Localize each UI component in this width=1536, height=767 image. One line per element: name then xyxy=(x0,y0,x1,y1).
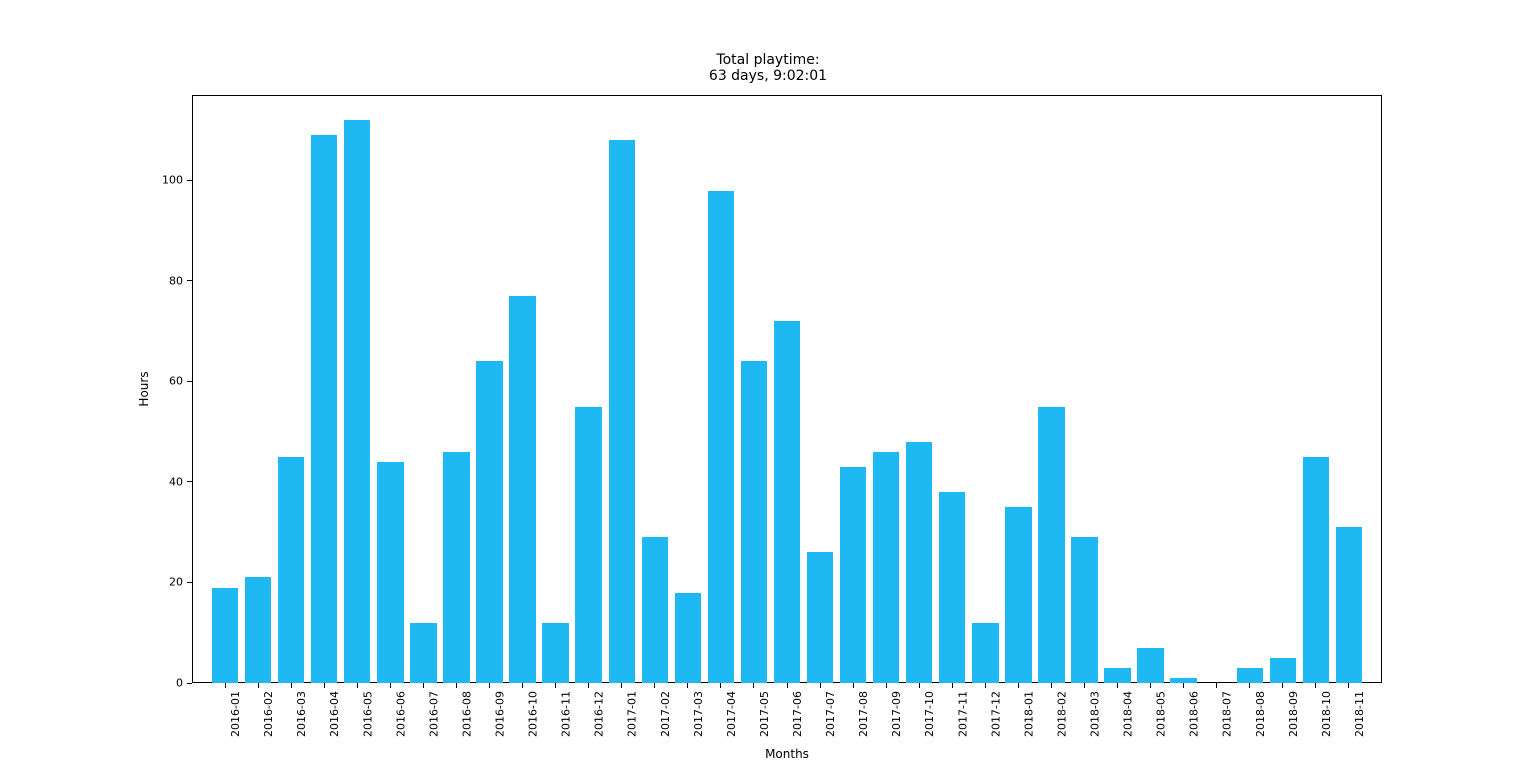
x-tick xyxy=(1282,683,1283,688)
x-tick xyxy=(787,683,788,688)
x-tick xyxy=(1315,683,1316,688)
y-tick xyxy=(187,481,192,482)
bar xyxy=(1303,457,1329,683)
bar xyxy=(311,135,337,683)
playtime-bar-chart: Total playtime:63 days, 9:02:01 0 20 40 60 8… xyxy=(0,0,1536,767)
x-tick xyxy=(1051,683,1052,688)
x-tick xyxy=(1117,683,1118,688)
x-tick xyxy=(555,683,556,688)
y-tick xyxy=(187,381,192,382)
y-tick-label: 60 xyxy=(169,375,183,388)
bar xyxy=(410,623,436,683)
bar xyxy=(443,452,469,683)
bar xyxy=(476,361,502,683)
bar xyxy=(939,492,965,683)
bar xyxy=(708,191,734,684)
bar xyxy=(1005,507,1031,683)
bar xyxy=(972,623,998,683)
bar xyxy=(774,321,800,683)
x-axis-label: Months xyxy=(192,747,1382,761)
x-tick xyxy=(390,683,391,688)
x-tick xyxy=(853,683,854,688)
x-tick xyxy=(1249,683,1250,688)
bar xyxy=(509,296,535,683)
y-tick-label: 0 xyxy=(176,677,183,690)
x-tick xyxy=(1348,683,1349,688)
x-tick xyxy=(654,683,655,688)
x-tick xyxy=(1183,683,1184,688)
bar xyxy=(344,120,370,683)
bar xyxy=(1336,527,1362,683)
x-tick xyxy=(1018,683,1019,688)
bar xyxy=(1038,407,1064,683)
bar xyxy=(542,623,568,683)
bar xyxy=(906,442,932,683)
chart-title: Total playtime:63 days, 9:02:01 xyxy=(0,52,1536,84)
y-tick xyxy=(187,683,192,684)
bar xyxy=(1270,658,1296,683)
bar xyxy=(278,457,304,683)
y-tick-label: 40 xyxy=(169,475,183,488)
plot-area xyxy=(192,95,1382,683)
x-tick xyxy=(357,683,358,688)
x-tick xyxy=(225,683,226,688)
y-tick-label: 80 xyxy=(169,274,183,287)
x-tick xyxy=(886,683,887,688)
bar xyxy=(1071,537,1097,683)
x-tick xyxy=(687,683,688,688)
x-tick xyxy=(1084,683,1085,688)
x-tick xyxy=(919,683,920,688)
x-tick xyxy=(456,683,457,688)
bar xyxy=(840,467,866,683)
y-tick xyxy=(187,280,192,281)
bar xyxy=(609,140,635,683)
bar xyxy=(675,593,701,683)
x-tick xyxy=(291,683,292,688)
x-tick xyxy=(489,683,490,688)
x-tick xyxy=(621,683,622,688)
chart-title-line2: 63 days, 9:02:01 xyxy=(0,68,1536,84)
x-tick xyxy=(1150,683,1151,688)
bar xyxy=(1137,648,1163,683)
x-tick xyxy=(522,683,523,688)
bar xyxy=(873,452,899,683)
bar xyxy=(575,407,601,683)
y-tick-label: 100 xyxy=(162,174,183,187)
chart-title-line1: Total playtime: xyxy=(0,52,1536,68)
x-tick xyxy=(588,683,589,688)
bar xyxy=(1237,668,1263,683)
x-tick xyxy=(324,683,325,688)
bar xyxy=(245,577,271,683)
y-tick xyxy=(187,180,192,181)
x-tick xyxy=(985,683,986,688)
x-tick xyxy=(820,683,821,688)
x-tick xyxy=(423,683,424,688)
bar xyxy=(807,552,833,683)
y-axis-label: Hours xyxy=(137,371,151,406)
bar xyxy=(212,588,238,683)
x-tick xyxy=(753,683,754,688)
bar xyxy=(1104,668,1130,683)
y-tick xyxy=(187,582,192,583)
x-tick xyxy=(1216,683,1217,688)
x-tick xyxy=(258,683,259,688)
x-tick xyxy=(720,683,721,688)
bar xyxy=(642,537,668,683)
x-tick xyxy=(952,683,953,688)
bar xyxy=(741,361,767,683)
bar xyxy=(377,462,403,683)
y-tick-label: 20 xyxy=(169,576,183,589)
